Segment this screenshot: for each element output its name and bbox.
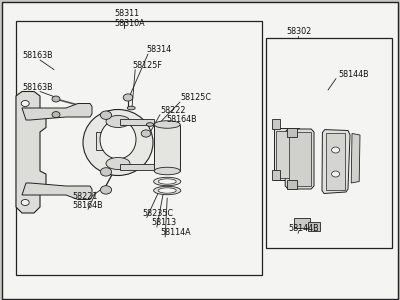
Circle shape [100, 186, 112, 194]
Text: 58164B: 58164B [72, 201, 103, 210]
Text: 58221: 58221 [72, 192, 97, 201]
Bar [276, 131, 296, 178]
Bar [289, 132, 311, 186]
Polygon shape [351, 134, 360, 183]
Ellipse shape [154, 121, 180, 128]
Text: 58125C: 58125C [180, 93, 211, 102]
Text: 58164B: 58164B [166, 116, 197, 124]
Text: 58302: 58302 [286, 27, 311, 36]
Text: 58235C: 58235C [142, 208, 173, 217]
Ellipse shape [100, 120, 136, 159]
Text: 58163B: 58163B [22, 51, 53, 60]
Circle shape [52, 96, 60, 102]
Polygon shape [22, 183, 92, 200]
Bar [272, 118, 280, 129]
Bar [16, 21, 262, 274]
Ellipse shape [158, 179, 176, 184]
Bar [96, 132, 104, 150]
Bar [266, 38, 392, 248]
Circle shape [332, 171, 340, 177]
Ellipse shape [158, 188, 176, 193]
Ellipse shape [106, 116, 130, 128]
Ellipse shape [154, 177, 181, 186]
Polygon shape [22, 103, 92, 120]
Bar [287, 180, 297, 189]
Polygon shape [322, 130, 350, 194]
Bar [154, 124, 180, 171]
Ellipse shape [127, 106, 135, 110]
Bar [120, 164, 154, 170]
Circle shape [100, 168, 112, 176]
Bar [120, 119, 154, 124]
Circle shape [100, 111, 112, 119]
Bar [294, 218, 310, 228]
Bar [326, 133, 345, 190]
Circle shape [21, 200, 29, 206]
Text: 58314: 58314 [146, 45, 171, 54]
Bar [272, 169, 280, 180]
Circle shape [141, 130, 151, 137]
Bar [287, 128, 297, 136]
Text: 58144B: 58144B [338, 70, 369, 79]
Polygon shape [16, 92, 46, 213]
Ellipse shape [106, 158, 130, 169]
Text: 58310A: 58310A [114, 19, 145, 28]
Ellipse shape [154, 186, 181, 195]
Text: 58114A: 58114A [160, 228, 191, 237]
Circle shape [332, 147, 340, 153]
Text: 58311: 58311 [114, 9, 139, 18]
Text: 58144B: 58144B [288, 224, 319, 233]
Ellipse shape [83, 110, 153, 176]
Text: 58113: 58113 [151, 218, 176, 227]
Bar [274, 128, 299, 180]
Circle shape [123, 94, 133, 101]
Circle shape [21, 100, 29, 106]
Bar [308, 222, 320, 231]
Text: 58163B: 58163B [22, 82, 53, 91]
Text: 58125F: 58125F [132, 61, 162, 70]
Circle shape [52, 112, 60, 118]
Ellipse shape [146, 123, 154, 126]
Text: 58222: 58222 [160, 106, 186, 115]
Polygon shape [285, 129, 314, 189]
Ellipse shape [154, 167, 180, 175]
